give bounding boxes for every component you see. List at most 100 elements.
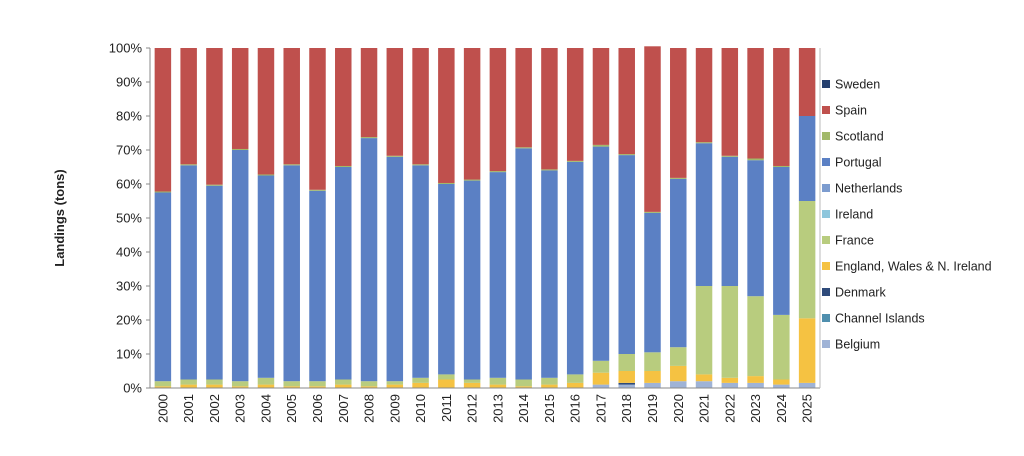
bar-segment-england-wales-n-ireland-2001	[180, 384, 197, 388]
legend-swatch	[822, 80, 830, 88]
legend: Sweden Spain Scotland Portugal Netherlands Ir…	[822, 78, 992, 352]
bar-segment-scotland-2012	[463, 179, 481, 181]
bar-segment-france-2020	[670, 347, 687, 366]
bar-segment-portugal-2001	[180, 165, 197, 380]
bar-segment-portugal-2010	[412, 165, 429, 378]
bar-segment-spain-2005	[283, 48, 300, 165]
bar-segment-france-2018	[618, 354, 635, 371]
x-tick-label: 2014	[516, 394, 531, 423]
bar-segment-belgium-2019	[644, 382, 661, 388]
x-tick-label: 2000	[155, 394, 170, 423]
bar-segment-england-wales-n-ireland-2006	[309, 386, 326, 388]
bar-segment-scotland-2000	[154, 191, 172, 193]
legend-label: France	[835, 234, 874, 248]
bar-segment-belgium-2024	[773, 384, 790, 388]
bar-segment-portugal-2005	[283, 165, 300, 382]
legend-label: Sweden	[835, 78, 880, 92]
bar-segment-belgium-2018	[618, 384, 635, 388]
bar-segment-scotland-2001	[180, 164, 197, 166]
bar-segment-belgium-2020	[670, 381, 687, 388]
bar-segment-portugal-2020	[670, 178, 687, 348]
bar-segment-portugal-2022	[721, 156, 739, 286]
y-axis-title: Landings (tons)	[52, 169, 67, 267]
bar-segment-scotland-2016	[566, 160, 584, 162]
bar-segment-scotland-2003	[231, 148, 249, 150]
bar-segment-portugal-2024	[773, 167, 790, 315]
bar-segment-portugal-2018	[618, 155, 635, 354]
x-tick-label: 2007	[336, 394, 351, 423]
bar-segment-france-2023	[747, 296, 764, 377]
bar-segment-spain-2001	[180, 48, 197, 165]
bar-segment-spain-2013	[489, 48, 507, 172]
bar-segment-england-wales-n-ireland-2016	[566, 382, 584, 388]
bar-segment-spain-2000	[154, 48, 172, 192]
y-axis-title-group: Landings (tons)	[52, 169, 67, 267]
bar-segment-england-wales-n-ireland-2013	[489, 384, 507, 388]
legend-swatch	[822, 106, 830, 114]
bar-segment-portugal-2000	[154, 192, 172, 382]
bar-segment-scotland-2024	[773, 165, 790, 167]
bar-segment-portugal-2008	[360, 138, 378, 382]
bar-segment-england-wales-n-ireland-2010	[412, 382, 429, 388]
x-tick-label: 2024	[774, 394, 789, 423]
bar-segment-portugal-2017	[592, 146, 610, 361]
bar-segment-england-wales-n-ireland-2023	[747, 376, 764, 383]
legend-swatch	[822, 314, 830, 322]
bar-segment-france-2001	[180, 379, 197, 385]
bar-segment-scotland-2019	[644, 211, 661, 213]
bar-segment-portugal-2003	[231, 150, 249, 382]
bar-segment-spain-2024	[773, 48, 790, 166]
bar-segment-france-2006	[309, 381, 326, 387]
bar-segment-scotland-2004	[257, 174, 275, 176]
plot-area	[149, 46, 821, 389]
x-tick-label: 2018	[619, 394, 634, 423]
x-tick-label: 2001	[181, 394, 196, 423]
x-tick-label: 2006	[310, 394, 325, 423]
bar-segment-spain-2021	[695, 48, 713, 143]
legend-swatch	[822, 210, 830, 218]
legend-label: Belgium	[835, 338, 880, 352]
y-tick-label: 60%	[116, 177, 142, 192]
bar-segment-spain-2022	[721, 48, 739, 156]
bar-segment-england-wales-n-ireland-2004	[257, 384, 275, 388]
x-tick-label: 2003	[233, 394, 248, 423]
bar-segment-portugal-2004	[257, 175, 275, 378]
x-tick-label: 2025	[800, 394, 815, 423]
bar-segment-spain-2004	[257, 48, 275, 175]
bar-segment-scotland-2021	[695, 142, 713, 144]
bar-segment-france-2010	[412, 377, 429, 383]
y-tick-label: 40%	[116, 245, 142, 260]
bar-segment-france-2025	[798, 201, 816, 319]
x-tick-label: 2002	[207, 394, 222, 423]
x-tick-label: 2013	[490, 394, 505, 423]
bar-segment-scotland-2014	[515, 147, 532, 149]
bar-segment-france-2013	[489, 377, 507, 385]
x-tick-label: 2004	[258, 394, 273, 423]
legend-label: England, Wales & N. Ireland	[835, 260, 992, 274]
bar-segment-portugal-2025	[798, 116, 816, 201]
bar-segment-france-2021	[695, 286, 713, 375]
x-tick-label: 2016	[568, 394, 583, 423]
bar-segment-scotland-2010	[412, 164, 429, 166]
bar-segment-spain-2011	[438, 48, 455, 183]
bar-segment-france-2004	[257, 377, 275, 385]
y-tick-label: 0%	[123, 381, 142, 396]
bar-segment-portugal-2012	[463, 180, 481, 380]
bar-segment-belgium-2025	[798, 382, 816, 388]
bar-segment-france-2019	[644, 352, 661, 371]
bar-segment-scotland-2020	[670, 177, 687, 179]
legend-label: Portugal	[835, 156, 882, 170]
bar-segment-portugal-2013	[489, 172, 507, 378]
x-tick-label: 2021	[697, 394, 712, 423]
bar-segment-spain-2009	[386, 48, 404, 156]
bar-segment-spain-2025	[798, 48, 816, 116]
bar-segment-france-2000	[154, 381, 172, 387]
bar-segment-belgium-2023	[747, 382, 764, 388]
bar-segment-scotland-2023	[747, 158, 764, 161]
legend-swatch	[822, 340, 830, 348]
bar-segment-scotland-2008	[360, 137, 378, 139]
bar-segment-england-wales-n-ireland-2008	[360, 386, 378, 388]
bar-segment-spain-2018	[618, 48, 635, 155]
y-tick-label: 70%	[116, 143, 142, 158]
y-tick-label: 30%	[116, 279, 142, 294]
